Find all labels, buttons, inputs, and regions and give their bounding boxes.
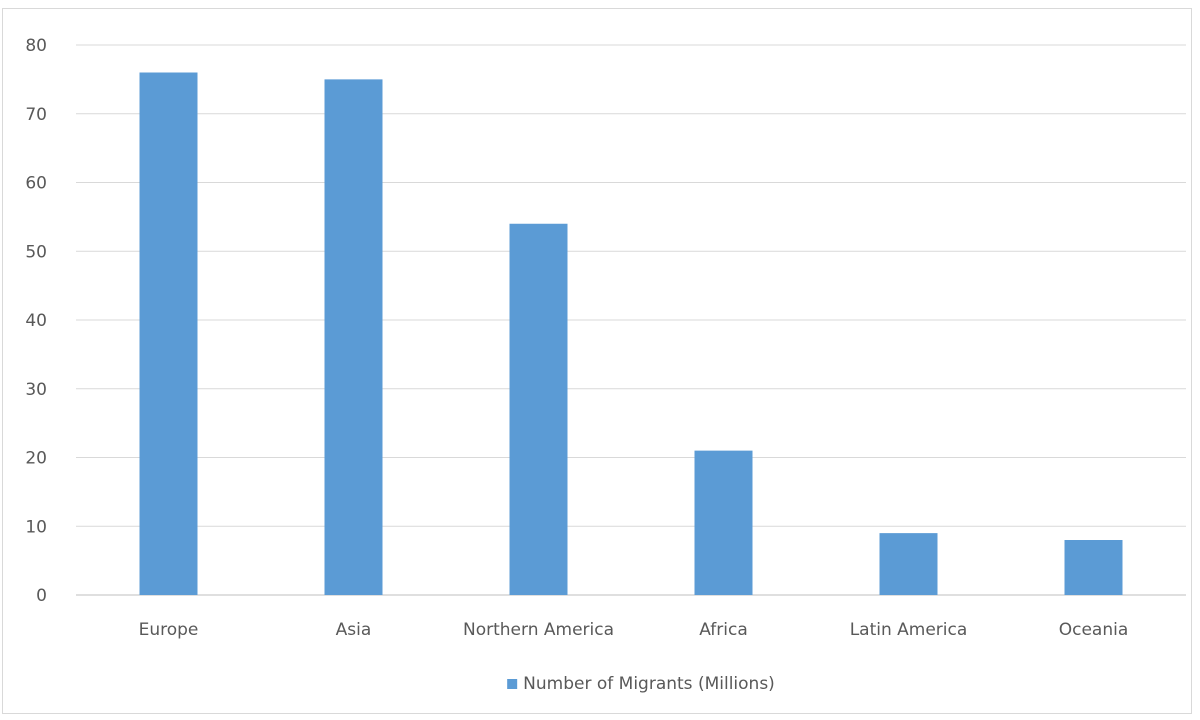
bar [324, 79, 383, 595]
bar [1064, 540, 1123, 595]
x-axis-ticks: Europe Asia Northern America Africa Latin Am… [139, 620, 1129, 640]
legend: Number of Migrants (Millions) [507, 674, 775, 694]
x-tick-label: Northern America [463, 620, 614, 640]
y-axis-ticks: 0 10 20 30 40 50 60 70 80 [25, 36, 47, 606]
y-tick-label: 40 [25, 311, 47, 331]
x-tick-label: Europe [139, 620, 199, 640]
y-tick-label: 30 [25, 380, 47, 400]
bar-chart: 0 10 20 30 40 50 60 70 80 Europe Asia Northern Ame… [25, 36, 1186, 694]
x-tick-label: Oceania [1059, 620, 1129, 640]
y-tick-label: 50 [25, 242, 47, 262]
bar [694, 450, 753, 595]
y-tick-label: 0 [36, 586, 47, 606]
bar [509, 223, 568, 595]
y-tick-label: 80 [25, 36, 47, 56]
y-tick-label: 20 [25, 449, 47, 469]
bar [879, 533, 938, 595]
y-tick-label: 10 [25, 517, 47, 537]
bar [139, 72, 198, 595]
chart-frame: 0 10 20 30 40 50 60 70 80 Europe Asia Northern Ame… [2, 8, 1192, 714]
y-tick-label: 60 [25, 174, 47, 194]
legend-swatch [507, 679, 518, 689]
y-tick-label: 70 [25, 105, 47, 125]
x-tick-label: Latin America [850, 620, 968, 640]
x-tick-label: Asia [336, 620, 372, 640]
bars [139, 72, 1123, 595]
legend-label: Number of Migrants (Millions) [523, 674, 775, 694]
x-tick-label: Africa [699, 620, 748, 640]
gridlines [76, 44, 1186, 596]
